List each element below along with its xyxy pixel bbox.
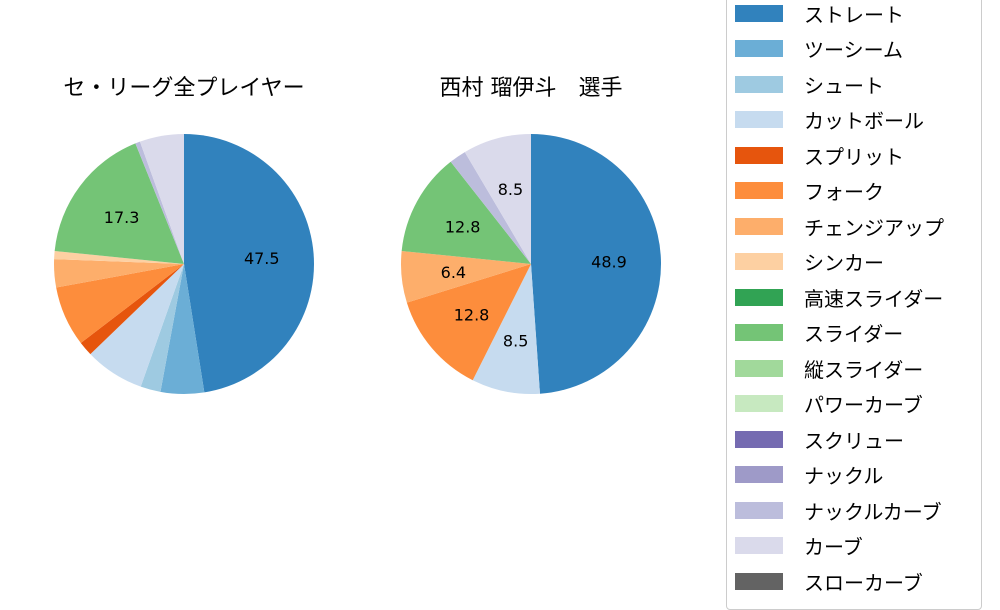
legend-item: 高速スライダー [735,285,944,311]
player-pie: 48.9 8.5 12.8 6.4 12.8 8.5 [401,134,662,394]
pie-slice [401,161,531,264]
legend-label: フォーク [804,180,884,204]
legend-label: パワーカーブ [804,393,923,417]
legend-label: シンカー [804,251,884,275]
legend-label: ツーシーム [804,38,903,62]
slice-value-label: 17.3 [104,208,140,227]
league-pie: 47.5 17.3 [53,134,314,394]
legend-swatch [735,466,783,483]
pie-slice [53,259,184,288]
legend-item: フォーク [735,179,884,204]
legend-item: シンカー [735,250,884,275]
pie-slice [472,264,540,394]
legend-item: シュート [735,72,884,98]
legend-swatch [735,253,783,270]
pie-slice [464,134,531,264]
pie-slice [406,264,531,381]
legend-label: ナックルカーブ [804,499,942,524]
legend-swatch [735,359,783,377]
legend-label: カーブ [804,535,863,559]
legend: ストレートツーシームシュートカットボール スプリットフォークチェンジアップ シンカー… [726,0,982,610]
legend-swatch [735,537,783,554]
legend-label: カットボール [804,109,924,133]
pie-slice [90,264,184,387]
legend-item: パワーカーブ [735,392,923,417]
pie-slice [450,152,531,264]
pie-slice [140,264,184,392]
legend-item: ナックル [735,463,884,488]
legend-label: 縦スライダー [804,357,924,382]
slice-value-label: 8.5 [503,331,528,350]
legend-swatch [735,430,783,448]
legend-label: スクリュー [804,428,904,453]
pie-slice [401,250,531,303]
slice-value-label: 12.8 [445,217,481,236]
pie-slice [184,134,314,393]
pie-slice [54,250,184,264]
legend-swatch [735,4,783,22]
legend-swatch [735,40,783,57]
legend-swatch [735,572,783,590]
pie-slice [531,134,662,394]
legend-swatch [735,217,783,235]
player-chart-title: 西村 瑠伊斗 選手 [439,76,623,101]
legend-item: ナックルカーブ [735,498,942,524]
legend-swatch [735,182,783,199]
legend-label: スライダー [804,322,904,346]
legend-item: 縦スライダー [735,356,924,382]
legend-item: スローカーブ [735,569,923,595]
legend-label: 高速スライダー [804,286,944,311]
legend-swatch [735,111,783,128]
league-chart-title: セ・リーグ全プレイヤー [63,76,305,101]
legend-item: スライダー [735,321,904,346]
slice-value-label: 8.5 [498,180,523,199]
legend-item: ストレート [735,1,904,27]
pie-slice [139,134,184,264]
legend-swatch [735,324,783,341]
legend-swatch [735,146,783,164]
pie-slice [160,264,205,394]
slice-value-label: 48.9 [591,252,627,271]
legend-swatch [735,288,783,306]
pie-slice [54,143,184,264]
legend-label: シュート [804,73,884,98]
legend-label: ストレート [804,2,904,27]
pie-charts: 47.5 17.3 48.9 8.5 12.8 6.4 12.8 8.5 [53,134,662,394]
legend-label: スローカーブ [804,570,923,595]
pie-slice [135,141,184,264]
legend-item: ツーシーム [735,37,903,62]
slice-value-label: 12.8 [454,305,490,324]
slice-value-label: 47.5 [244,249,280,268]
legend-item: チェンジアップ [735,214,944,240]
legend-label: スプリット [804,144,904,169]
legend-item: スクリュー [735,427,904,453]
legend-swatch [735,501,783,519]
legend-label: ナックル [804,464,884,488]
pie-slice [56,264,184,344]
legend-item: スプリット [735,143,904,169]
pie-slice [80,264,184,355]
legend-label: チェンジアップ [804,215,944,240]
slice-value-label: 6.4 [441,263,466,282]
legend-item: カーブ [735,534,863,559]
legend-swatch [735,75,783,93]
legend-item: カットボール [735,108,924,133]
legend-swatch [735,395,783,412]
